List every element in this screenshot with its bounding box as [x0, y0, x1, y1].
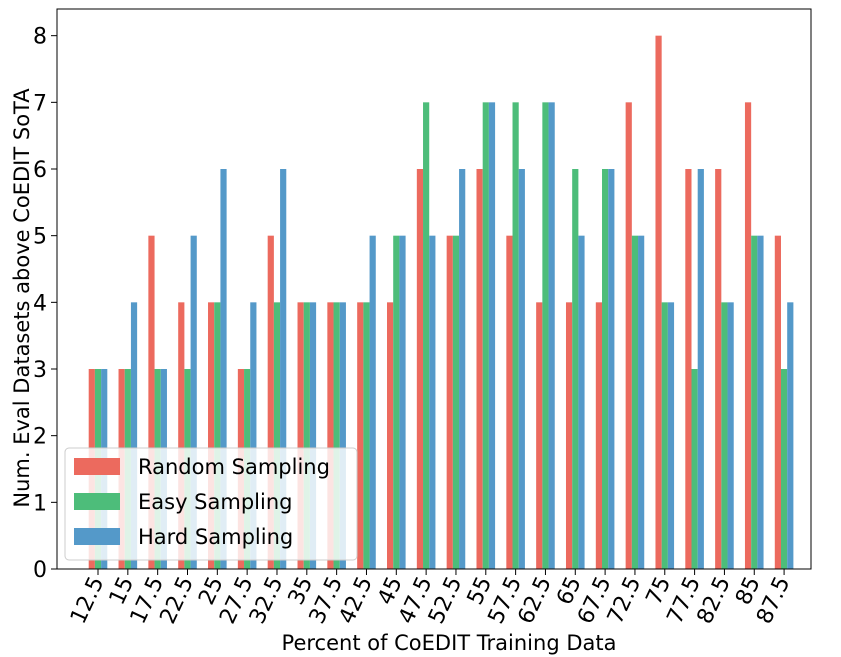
x-axis-label: Percent of CoEDIT Training Data: [282, 631, 617, 655]
bar-easy-sampling-25: [214, 302, 221, 569]
bar-easy-sampling-42.5: [363, 302, 370, 569]
bar-hard-sampling-35: [309, 302, 317, 569]
bar-hard-sampling-55: [488, 102, 496, 569]
y-tick-label: 8: [33, 25, 47, 50]
bar-hard-sampling-82.5: [727, 302, 734, 569]
bar-easy-sampling-62.5: [542, 102, 549, 569]
bar-easy-sampling-82.5: [721, 302, 728, 569]
y-tick-label: 3: [33, 358, 47, 383]
bar-random-sampling-85: [744, 102, 752, 569]
bar-hard-sampling-57.5: [518, 169, 525, 569]
y-axis-label: Num. Eval Datasets above CoEDIT SoTA: [10, 88, 34, 508]
y-tick-label: 7: [33, 91, 47, 116]
bar-hard-sampling-37.5: [339, 302, 346, 569]
y-tick-label: 6: [33, 158, 47, 183]
bar-hard-sampling-15: [130, 302, 138, 569]
bar-random-sampling-35: [297, 302, 304, 569]
y-tick-label: 4: [33, 291, 47, 316]
bar-hard-sampling-45: [399, 235, 406, 570]
bar-random-sampling-42.5: [357, 302, 364, 569]
legend-label: Hard Sampling: [138, 525, 293, 549]
bar-random-sampling-72.5: [625, 102, 632, 569]
bar-easy-sampling-87.5: [780, 369, 788, 569]
bar-hard-sampling-47.5: [429, 235, 436, 570]
bar-easy-sampling-52.5: [452, 235, 460, 570]
bar-easy-sampling-77.5: [691, 369, 698, 569]
bar-random-sampling-82.5: [715, 169, 722, 569]
bar-hard-sampling-62.5: [548, 102, 555, 569]
legend-label: Random Sampling: [138, 455, 330, 479]
bar-easy-sampling-65: [572, 169, 579, 569]
bar-random-sampling-77.5: [685, 169, 692, 569]
bar-easy-sampling-37.5: [333, 302, 340, 569]
bar-random-sampling-32.5: [267, 235, 274, 570]
plot-frame: [56, 8, 812, 570]
bar-hard-sampling-25: [220, 169, 227, 569]
bar-random-sampling-87.5: [774, 235, 781, 570]
bar-hard-sampling-65: [578, 235, 585, 570]
bar-easy-sampling-67.5: [602, 169, 609, 569]
y-tick-label: 5: [33, 225, 47, 250]
bar-hard-sampling-67.5: [608, 169, 615, 569]
bar-random-sampling-52.5: [446, 235, 453, 570]
bar-easy-sampling-55: [482, 102, 489, 569]
bar-random-sampling-62.5: [536, 302, 543, 569]
legend-box: [64, 447, 358, 561]
bar-hard-sampling-87.5: [787, 302, 794, 569]
bar-hard-sampling-77.5: [697, 169, 704, 569]
bar-random-sampling-55: [476, 169, 483, 569]
bar-easy-sampling-35: [303, 302, 310, 569]
bar-random-sampling-47.5: [416, 169, 424, 569]
bar-hard-sampling-85: [757, 235, 764, 570]
bar-easy-sampling-45: [393, 235, 400, 570]
bar-random-sampling-37.5: [327, 302, 334, 569]
bar-hard-sampling-72.5: [638, 235, 645, 570]
bar-random-sampling-57.5: [506, 235, 513, 570]
bar-random-sampling-25: [208, 302, 215, 569]
bar-easy-sampling-75: [661, 302, 668, 569]
bar-random-sampling-22.5: [178, 302, 185, 569]
bar-easy-sampling-47.5: [423, 102, 430, 569]
bar-easy-sampling-85: [751, 235, 758, 570]
bar-easy-sampling-32.5: [273, 302, 281, 569]
axes-layer: [56, 8, 812, 570]
bar-hard-sampling-27.5: [250, 302, 257, 569]
bar-random-sampling-75: [655, 35, 662, 570]
x-ticks: 12.51517.522.52527.532.53537.542.54547.5…: [66, 569, 796, 628]
bar-hard-sampling-75: [667, 302, 675, 569]
bar-easy-sampling-57.5: [512, 102, 519, 569]
x-tick-label: 12.5: [66, 573, 109, 628]
bar-random-sampling-45: [387, 302, 394, 569]
y-tick-label: 0: [33, 558, 47, 583]
y-tick-label: 1: [33, 491, 47, 516]
legend-swatch-easy-sampling: [74, 493, 120, 510]
legend-swatch-random-sampling: [74, 458, 120, 475]
bar-random-sampling-17.5: [148, 235, 155, 570]
bar-hard-sampling-52.5: [459, 169, 466, 569]
bar-easy-sampling-72.5: [631, 235, 639, 570]
bar-hard-sampling-22.5: [190, 235, 197, 570]
y-tick-label: 2: [33, 425, 47, 450]
legend: Random Sampling Easy Sampling Hard Samplin…: [64, 447, 358, 561]
bar-random-sampling-67.5: [595, 302, 603, 569]
bar-hard-sampling-32.5: [280, 169, 287, 569]
bar-random-sampling-65: [565, 302, 573, 569]
legend-label: Easy Sampling: [138, 490, 292, 514]
bar-hard-sampling-42.5: [369, 235, 376, 570]
legend-swatch-hard-sampling: [74, 528, 120, 545]
y-ticks: 0 1 2 3 4 5 6 7 8: [33, 25, 57, 583]
